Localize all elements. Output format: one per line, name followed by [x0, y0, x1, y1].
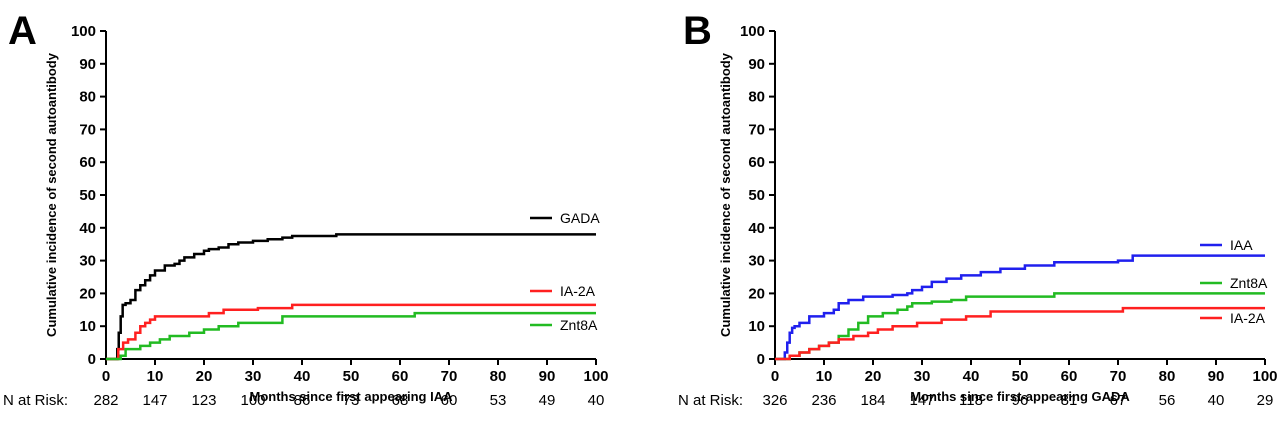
y-tick-label: 20 [748, 285, 765, 302]
x-tick-label: 50 [343, 368, 360, 385]
x-tick-label: 20 [865, 368, 882, 385]
x-tick-label: 70 [1110, 368, 1127, 385]
x-tick-label: 60 [392, 368, 409, 385]
risk-table-value: 40 [1208, 392, 1225, 409]
risk-table-value: 73 [343, 392, 360, 409]
y-tick-label: 60 [748, 154, 765, 171]
x-tick-label: 0 [102, 368, 110, 385]
risk-table-value: 147 [142, 392, 167, 409]
risk-table-value: 147 [909, 392, 934, 409]
y-tick-label: 50 [79, 187, 96, 204]
risk-table-value: 123 [191, 392, 216, 409]
y-tick-label: 10 [79, 318, 96, 335]
series-line-iaa [775, 254, 1265, 361]
series-line-znt8a [106, 311, 596, 361]
x-tick-label: 90 [1208, 368, 1225, 385]
risk-table-value: 40 [588, 392, 605, 409]
panel-letter: B [683, 9, 712, 53]
x-tick-label: 30 [245, 368, 262, 385]
x-tick-label: 50 [1012, 368, 1029, 385]
y-tick-label: 20 [79, 285, 96, 302]
risk-table-value: 236 [811, 392, 836, 409]
x-tick-label: 30 [914, 368, 931, 385]
risk-table-label: N at Risk: [678, 392, 743, 409]
risk-table-value: 81 [1061, 392, 1078, 409]
x-tick-label: 40 [963, 368, 980, 385]
legend-label: Znt8A [1230, 275, 1268, 291]
risk-table-value: 100 [240, 392, 265, 409]
x-tick-label: 60 [1061, 368, 1078, 385]
risk-table-value: 118 [959, 392, 983, 409]
y-axis-title: Cumulative incidence of second autoantib… [44, 52, 59, 337]
y-tick-label: 10 [748, 318, 765, 335]
x-axis-title: Months since first appearing IAA [250, 389, 454, 404]
panel-a: A 0 10 20 30 40 50 60 70 80 90 100 0 10 20 30 40 50 60 70 80… [3, 9, 609, 409]
risk-table-value: 56 [1159, 392, 1176, 409]
risk-table-value: 67 [1110, 392, 1127, 409]
risk-table-value: 326 [762, 392, 787, 409]
y-tick-label: 40 [748, 220, 765, 237]
risk-table-value: 282 [93, 392, 118, 409]
series-line-gada [106, 233, 596, 361]
risk-table-value: 68 [392, 392, 409, 409]
y-tick-label: 100 [71, 23, 96, 40]
risk-table-value: 96 [1012, 392, 1029, 409]
y-tick-label: 80 [748, 89, 765, 106]
y-tick-label: 0 [757, 351, 765, 368]
y-tick-label: 0 [88, 351, 96, 368]
y-tick-label: 80 [79, 89, 96, 106]
x-tick-label: 100 [583, 368, 608, 385]
y-tick-label: 70 [79, 121, 96, 138]
x-tick-label: 80 [1159, 368, 1176, 385]
panel-b: B 0 10 20 30 40 50 60 70 80 90 100 0 10 20 30 40 50 60 70 80… [678, 9, 1278, 409]
x-tick-label: 80 [490, 368, 507, 385]
y-tick-label: 40 [79, 220, 96, 237]
y-tick-label: 30 [79, 253, 96, 270]
risk-table-value: 60 [441, 392, 458, 409]
legend-label: IA-2A [560, 283, 596, 299]
y-tick-label: 90 [748, 56, 765, 73]
y-tick-label: 60 [79, 154, 96, 171]
risk-table-label: N at Risk: [3, 392, 68, 409]
legend-label: Znt8A [560, 317, 598, 333]
legend-label: IA-2A [1230, 310, 1266, 326]
x-tick-label: 10 [816, 368, 833, 385]
x-tick-label: 70 [441, 368, 458, 385]
series-line-ia2a [106, 303, 596, 361]
y-tick-label: 50 [748, 187, 765, 204]
y-axis-title: Cumulative incidence of second autoantib… [718, 52, 733, 337]
x-tick-label: 40 [294, 368, 311, 385]
risk-table-value: 29 [1257, 392, 1274, 409]
risk-table-value: 86 [294, 392, 311, 409]
x-tick-label: 100 [1252, 368, 1277, 385]
y-tick-label: 90 [79, 56, 96, 73]
x-tick-label: 10 [147, 368, 164, 385]
x-tick-label: 0 [771, 368, 779, 385]
legend-label: GADA [560, 210, 600, 226]
y-tick-label: 30 [748, 253, 765, 270]
risk-table-value: 53 [490, 392, 507, 409]
risk-table-value: 184 [860, 392, 885, 409]
series-line-ia2a [775, 306, 1265, 361]
y-tick-label: 100 [740, 23, 765, 40]
risk-table-value: 49 [539, 392, 556, 409]
y-tick-label: 70 [748, 121, 765, 138]
panel-letter: A [8, 9, 37, 53]
x-tick-label: 20 [196, 368, 213, 385]
x-tick-label: 90 [539, 368, 556, 385]
x-axis-title: Months since first-appearing GADA [910, 389, 1130, 404]
legend-label: IAA [1230, 237, 1253, 253]
